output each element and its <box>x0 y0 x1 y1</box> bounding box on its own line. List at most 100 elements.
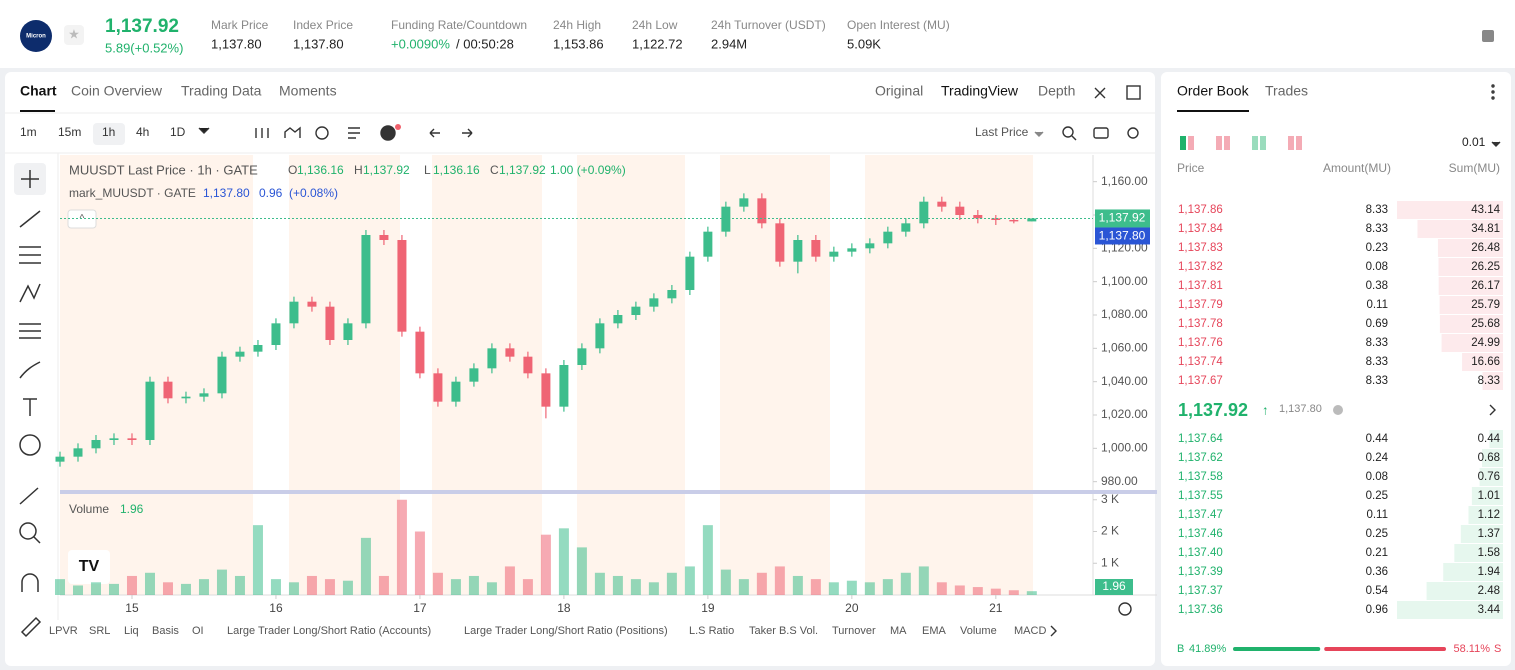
volume-bar <box>738 579 749 595</box>
candle-body <box>361 235 371 324</box>
stat-value: 1,137.80 <box>211 36 262 51</box>
candle-body <box>415 331 425 374</box>
stat-label: Funding Rate/Countdown <box>391 18 527 32</box>
drawing-tools[interactable] <box>14 163 46 638</box>
book-price: 1,137.64 <box>1178 433 1223 445</box>
book-sum: 8.33 <box>1478 375 1500 387</box>
book-mode[interactable] <box>1224 136 1230 150</box>
volume-bar <box>486 582 497 595</box>
book-amount: 8.33 <box>1366 204 1388 216</box>
book-mode[interactable] <box>1188 136 1194 150</box>
x-tick-label: 15 <box>125 601 139 615</box>
indicator[interactable]: MA <box>890 625 907 637</box>
mark-price-tag <box>1095 227 1150 245</box>
view-tab[interactable]: Original <box>875 83 923 99</box>
view-tab[interactable]: TradingView <box>941 83 1019 99</box>
chart-tab[interactable]: Trading Data <box>181 83 262 99</box>
book-tab[interactable]: Order Book <box>1177 83 1250 99</box>
volume-bar <box>792 575 803 595</box>
candle-body <box>919 201 929 224</box>
indicator[interactable]: SRL <box>89 625 110 637</box>
chart-tab[interactable]: Coin Overview <box>71 83 163 99</box>
indicator[interactable]: Volume <box>960 625 997 637</box>
candle-body <box>199 393 209 397</box>
candle-body <box>181 396 191 399</box>
volume-bar <box>432 572 443 595</box>
book-mode[interactable] <box>1296 136 1302 150</box>
volume-value: 1.96 <box>120 502 144 516</box>
volume-bar <box>684 566 695 595</box>
indicator[interactable]: Liq <box>124 625 139 637</box>
view-tab[interactable]: Depth <box>1038 83 1075 99</box>
depth-bar <box>1482 372 1503 390</box>
depth-bar <box>1479 468 1503 486</box>
price-source[interactable]: Last Price <box>975 125 1029 139</box>
chart-tab[interactable]: Moments <box>279 83 337 99</box>
book-icon[interactable] <box>1482 30 1494 42</box>
volume-bar <box>198 579 209 595</box>
book-mode[interactable] <box>1252 136 1258 150</box>
candle-body <box>955 206 965 215</box>
indicator[interactable]: OI <box>192 625 204 637</box>
precision[interactable]: 0.01 <box>1462 135 1486 149</box>
indicator[interactable]: LPVR <box>49 625 78 637</box>
candle-body <box>1009 220 1019 222</box>
y-tick-label: 1,060.00 <box>1101 341 1148 355</box>
volume-bar <box>108 583 119 595</box>
stat-label: 24h Turnover (USDT) <box>711 18 826 32</box>
volume-bar <box>90 582 101 595</box>
book-sum: 2.48 <box>1478 585 1500 597</box>
indicator[interactable]: L.S Ratio <box>689 625 734 637</box>
logo <box>20 20 52 52</box>
book-mode[interactable] <box>1216 136 1222 150</box>
book-amount: 8.33 <box>1366 223 1388 235</box>
book-mode[interactable] <box>1288 136 1294 150</box>
candle-body <box>631 306 641 315</box>
interval[interactable]: 1m <box>20 125 37 139</box>
indicator[interactable]: MACD <box>1014 625 1046 637</box>
stat-value: 5.09K <box>847 36 881 51</box>
interval[interactable]: 4h <box>136 125 149 139</box>
book-price: 1,137.39 <box>1178 566 1223 578</box>
indicator[interactable]: EMA <box>922 625 947 637</box>
candle-body <box>55 456 65 462</box>
volume-bar <box>522 579 533 595</box>
mark-line-pct: (+0.08%) <box>289 186 338 200</box>
volume-bar <box>324 579 335 595</box>
candle-body <box>253 345 263 352</box>
volume-title: Volume <box>69 502 109 516</box>
chart-tab[interactable]: Chart <box>20 83 57 99</box>
collapse-button[interactable] <box>67 209 97 229</box>
indicator[interactable]: Basis <box>152 625 179 637</box>
volume-bar <box>1026 591 1037 595</box>
book-amount: 0.11 <box>1366 509 1388 521</box>
book-amount: 0.24 <box>1366 452 1389 464</box>
up-arrow: ↑ <box>1262 402 1269 417</box>
indicator[interactable]: Large Trader Long/Short Ratio (Positions… <box>464 625 668 637</box>
y-tick-label: 1,020.00 <box>1101 407 1148 421</box>
stat-label: Open Interest (MU) <box>847 18 950 32</box>
y-tick-label: 1,160.00 <box>1101 174 1148 188</box>
book-amount: 0.08 <box>1366 261 1388 273</box>
toolbar-icons[interactable] <box>198 84 1501 637</box>
volume-bar <box>558 528 569 595</box>
funding-rate: +0.0090% <box>391 36 450 51</box>
book-amount: 0.21 <box>1366 547 1388 559</box>
interval[interactable]: 1D <box>170 125 186 139</box>
favorite-button[interactable] <box>64 25 84 45</box>
book-last-price: 1,137.92 <box>1178 400 1248 420</box>
book-tab[interactable]: Trades <box>1265 83 1308 99</box>
indicator[interactable]: Taker B.S Vol. <box>749 625 818 637</box>
interval[interactable]: 1h <box>102 125 115 139</box>
session-band <box>289 155 400 595</box>
depth-bar <box>1443 563 1503 581</box>
book-price: 1,137.67 <box>1178 375 1223 387</box>
volume-bar <box>396 499 407 595</box>
candle-body <box>775 223 785 262</box>
interval[interactable]: 15m <box>58 125 81 139</box>
book-mode[interactable] <box>1260 136 1266 150</box>
book-mode[interactable] <box>1180 136 1186 150</box>
indicator[interactable]: Large Trader Long/Short Ratio (Accounts) <box>227 625 431 637</box>
indicator[interactable]: Turnover <box>832 625 876 637</box>
volume-bar <box>756 572 767 595</box>
